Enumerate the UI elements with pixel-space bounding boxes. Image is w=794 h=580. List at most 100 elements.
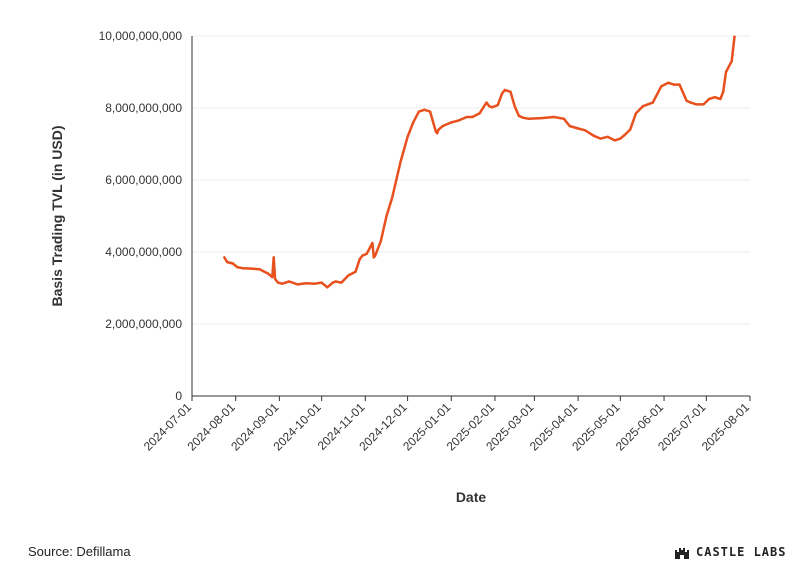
data-point bbox=[500, 92, 504, 95]
data-point bbox=[250, 267, 253, 270]
data-point bbox=[258, 268, 261, 271]
brand-logo: CASTLE LABS bbox=[674, 544, 786, 560]
data-point bbox=[347, 274, 350, 277]
y-tick-label: 8,000,000,000 bbox=[105, 101, 182, 115]
series-line-0 bbox=[223, 35, 736, 289]
data-point bbox=[428, 110, 432, 113]
data-point bbox=[276, 281, 280, 284]
data-point bbox=[713, 96, 716, 99]
data-point bbox=[423, 108, 426, 112]
data-point bbox=[667, 81, 670, 85]
data-point bbox=[599, 137, 602, 140]
y-tick-label: 0 bbox=[175, 389, 182, 403]
data-point bbox=[354, 270, 357, 273]
data-point bbox=[496, 103, 499, 107]
y-axis-title: Basis Trading TVL (in USD) bbox=[49, 126, 65, 307]
y-tick-label: 2,000,000,000 bbox=[105, 317, 182, 331]
data-point bbox=[490, 106, 494, 109]
data-point bbox=[271, 276, 274, 279]
castle-icon bbox=[675, 548, 689, 559]
y-tick-label: 4,000,000,000 bbox=[105, 245, 182, 259]
data-point bbox=[226, 260, 229, 264]
data-point bbox=[304, 282, 308, 285]
data-point bbox=[471, 115, 474, 119]
x-axis-title: Date bbox=[456, 489, 487, 505]
data-point bbox=[434, 130, 437, 133]
data-point bbox=[406, 135, 409, 138]
data-point bbox=[465, 115, 468, 119]
data-point bbox=[702, 103, 705, 106]
data-point bbox=[281, 282, 284, 285]
data-point bbox=[592, 134, 595, 137]
data-point bbox=[231, 262, 235, 265]
data-point bbox=[724, 70, 728, 74]
data-point bbox=[685, 99, 688, 103]
data-point bbox=[689, 101, 692, 104]
data-point bbox=[509, 90, 512, 94]
data-point bbox=[379, 240, 382, 243]
data-point bbox=[619, 137, 622, 140]
data-point bbox=[288, 280, 291, 283]
data-point bbox=[678, 83, 681, 86]
data-point bbox=[629, 128, 632, 131]
data-point bbox=[562, 117, 566, 121]
data-point bbox=[651, 101, 654, 104]
data-point bbox=[517, 114, 521, 118]
data-point bbox=[733, 35, 736, 38]
data-point bbox=[568, 124, 571, 128]
y-tick-label: 6,000,000,000 bbox=[105, 173, 182, 187]
data-point bbox=[441, 124, 444, 128]
data-point bbox=[272, 256, 275, 259]
data-point bbox=[672, 83, 676, 86]
data-point bbox=[606, 135, 609, 138]
data-point bbox=[385, 214, 388, 218]
data-point bbox=[313, 282, 316, 285]
data-point bbox=[365, 252, 368, 255]
data-point bbox=[296, 283, 299, 286]
data-point bbox=[707, 97, 711, 101]
data-point bbox=[223, 256, 226, 259]
data-point bbox=[399, 160, 402, 164]
data-point bbox=[719, 97, 722, 101]
data-point bbox=[320, 281, 323, 284]
data-point bbox=[641, 105, 645, 108]
data-point bbox=[450, 121, 453, 124]
data-point bbox=[513, 105, 516, 108]
x-tick-label: 2025-08-01 bbox=[699, 400, 753, 454]
data-point bbox=[485, 101, 488, 104]
data-point bbox=[730, 60, 733, 63]
data-point bbox=[390, 196, 394, 200]
data-point bbox=[371, 241, 374, 245]
data-point bbox=[660, 85, 663, 88]
data-point bbox=[634, 112, 638, 115]
data-point bbox=[436, 132, 439, 135]
data-point bbox=[503, 88, 506, 92]
data-point bbox=[326, 286, 329, 289]
data-point bbox=[273, 277, 277, 281]
data-point bbox=[457, 119, 460, 122]
data-point bbox=[331, 281, 335, 284]
data-point bbox=[437, 128, 440, 131]
data-point bbox=[583, 129, 587, 132]
data-point bbox=[235, 265, 239, 269]
data-point bbox=[695, 103, 698, 106]
data-point bbox=[521, 116, 525, 119]
data-point bbox=[613, 139, 616, 142]
data-point bbox=[372, 256, 375, 259]
source-caption: Source: Defillama bbox=[28, 544, 131, 559]
data-point bbox=[412, 121, 415, 124]
data-point bbox=[552, 115, 556, 119]
data-point bbox=[417, 110, 421, 113]
data-point bbox=[576, 127, 580, 130]
y-tick-label: 10,000,000,000 bbox=[99, 29, 183, 43]
data-point bbox=[241, 267, 244, 270]
data-point bbox=[374, 254, 377, 257]
data-point bbox=[540, 116, 543, 120]
data-point bbox=[358, 258, 361, 261]
data-point bbox=[340, 281, 343, 284]
data-point bbox=[623, 133, 626, 137]
brand-name: CASTLE LABS bbox=[696, 545, 787, 559]
data-point bbox=[266, 272, 270, 275]
